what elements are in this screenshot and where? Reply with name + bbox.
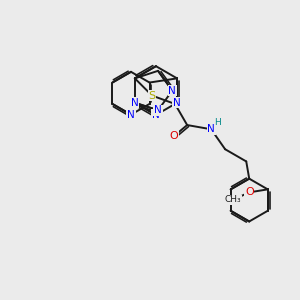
Text: S: S [148, 91, 156, 100]
Text: O: O [170, 131, 178, 141]
Text: N: N [152, 110, 160, 120]
Text: CH₃: CH₃ [225, 195, 241, 204]
Text: H: H [214, 118, 221, 127]
Text: N: N [169, 85, 176, 96]
Text: O: O [245, 187, 254, 197]
Text: N: N [173, 98, 181, 108]
Text: N: N [207, 124, 215, 134]
Text: N: N [127, 110, 135, 120]
Text: N: N [131, 98, 139, 108]
Text: N: N [154, 105, 162, 115]
